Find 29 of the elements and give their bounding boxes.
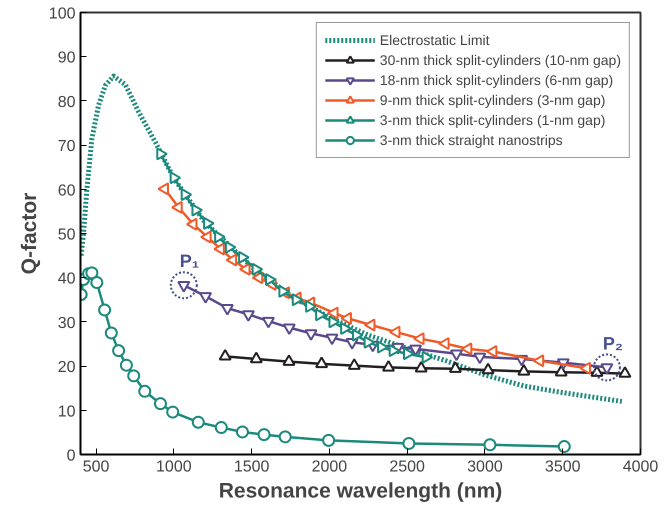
y-tick-label: 90 <box>58 50 76 67</box>
y-tick-label: 10 <box>58 403 76 420</box>
annotation: P₁ <box>180 251 200 272</box>
x-tick-label: 1000 <box>156 458 192 476</box>
y-tick-label: 70 <box>58 138 76 156</box>
x-tick-label: 2500 <box>389 458 426 476</box>
legend-label: Electrostatic Limit <box>380 31 490 49</box>
x-tick-label: 3000 <box>467 458 503 476</box>
y-axis-title: Q-factor <box>18 192 41 274</box>
y-tick-label: 50 <box>58 226 76 244</box>
x-tick-label: 1500 <box>234 458 270 476</box>
y-tick-label: 30 <box>58 314 76 332</box>
annotation: P₂ <box>602 333 623 354</box>
legend-label: 18-nm thick split-cylinders (6-nm gap) <box>380 71 614 89</box>
y-tick-label: 0 <box>66 448 76 464</box>
x-tick-label: 3500 <box>544 458 581 476</box>
x-tick-label: 2000 <box>312 458 348 476</box>
legend-label: 3-nm thick split-cylinders (1-nm gap) <box>380 111 606 129</box>
legend-label: 3-nm thick straight nanostrips <box>380 131 563 149</box>
y-tick-label: 100 <box>48 6 76 22</box>
legend-label: 9-nm thick split-cylinders (3-nm gap) <box>380 91 606 109</box>
x-axis-title: Resonance wavelength (nm) <box>218 480 502 502</box>
y-tick-label: 60 <box>58 182 76 200</box>
y-tick-label: 80 <box>58 94 76 111</box>
legend-label: 30-nm thick split-cylinders (10-nm gap) <box>380 51 621 69</box>
y-tick-label: 20 <box>58 359 76 376</box>
x-tick-label: 4000 <box>622 458 658 476</box>
x-tick-label: 500 <box>82 458 110 476</box>
y-tick-label: 40 <box>58 270 76 288</box>
